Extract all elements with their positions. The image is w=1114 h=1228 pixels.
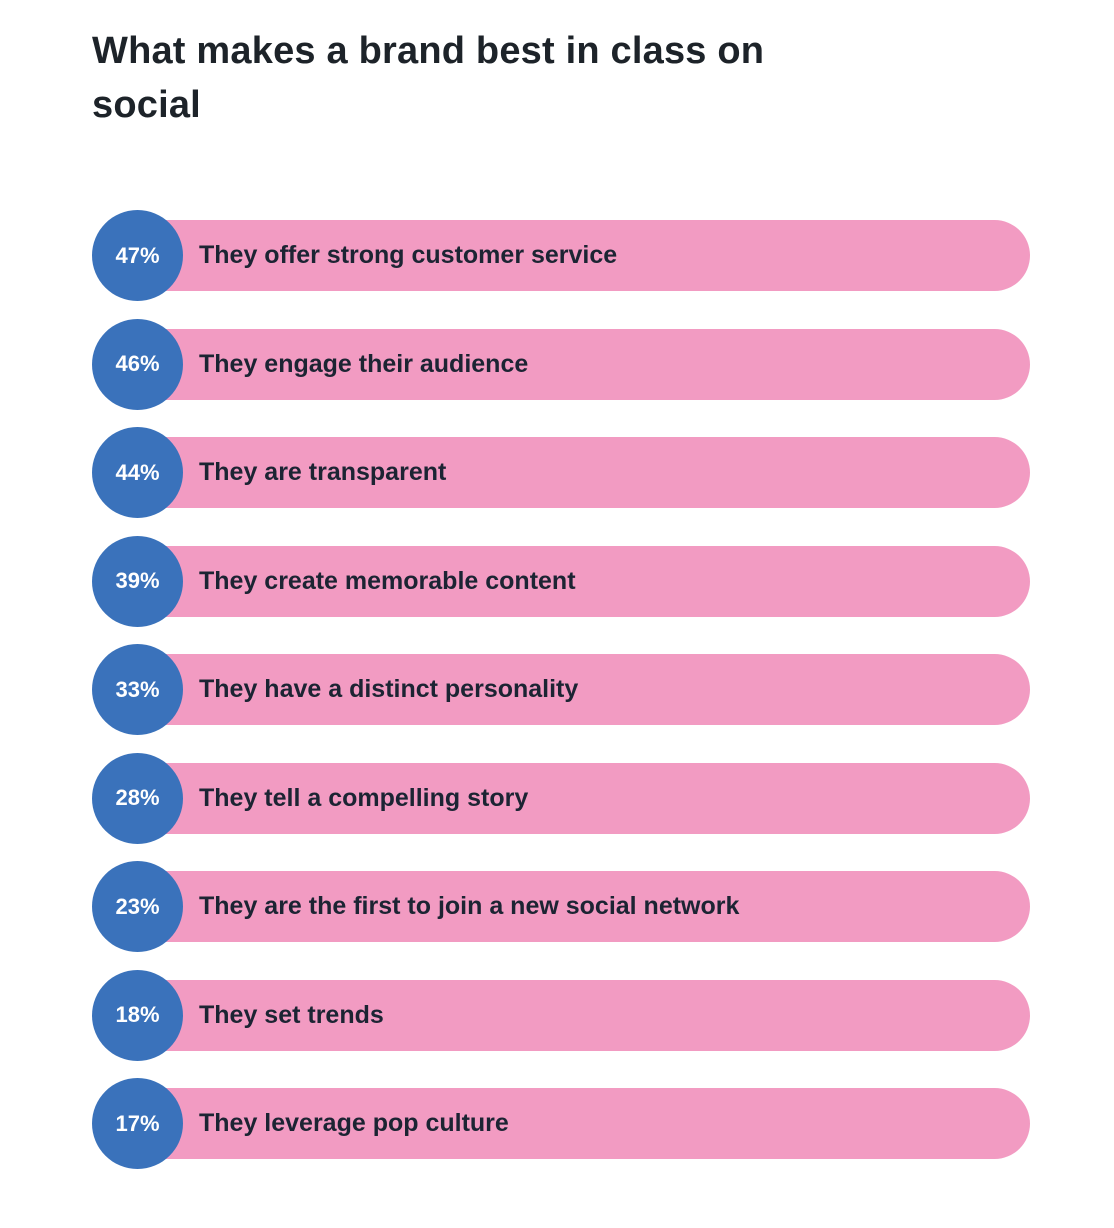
category-label: They are the first to join a new social …	[199, 892, 740, 920]
chart-row: 46% They engage their audience	[92, 318, 1032, 410]
value-badge: 33%	[92, 644, 183, 735]
value-badge: 47%	[92, 210, 183, 301]
category-label: They set trends	[199, 1000, 384, 1029]
chart-row: 28% They tell a compelling story	[92, 752, 1032, 844]
category-label: They tell a compelling story	[199, 783, 529, 812]
bar-pill	[136, 220, 1030, 291]
category-label: They engage their audience	[199, 349, 529, 378]
category-label: They are transparent	[199, 458, 447, 486]
chart-row: 33% They have a distinct personality	[92, 644, 1032, 735]
bar-pill	[136, 979, 1030, 1051]
bar-pill	[136, 1088, 1030, 1159]
value-badge: 46%	[92, 318, 183, 410]
bar-pill	[136, 762, 1030, 834]
chart-rows: 47% They offer strong customer service 46%…	[92, 210, 1032, 1187]
bar-pill	[136, 545, 1030, 617]
chart-row: 47% They offer strong customer service	[92, 210, 1032, 301]
category-label: They create memorable content	[199, 566, 576, 595]
chart-row: 44% They are transparent	[92, 427, 1032, 518]
value-badge: 28%	[92, 752, 183, 844]
value-badge: 18%	[92, 969, 183, 1061]
chart-row: 23% They are the first to join a new soci…	[92, 861, 1032, 952]
chart-row: 18% They set trends	[92, 969, 1032, 1061]
chart-row: 17% They leverage pop culture	[92, 1078, 1032, 1169]
category-label: They offer strong customer service	[199, 241, 618, 269]
value-badge: 23%	[92, 861, 183, 952]
value-badge: 39%	[92, 535, 183, 627]
bar-pill	[136, 654, 1030, 725]
bar-pill	[136, 437, 1030, 508]
bar-pill	[136, 871, 1030, 942]
bar-pill	[136, 328, 1030, 400]
category-label: They leverage pop culture	[199, 1109, 509, 1137]
value-badge: 44%	[92, 427, 183, 518]
chart-row: 39% They create memorable content	[92, 535, 1032, 627]
value-badge: 17%	[92, 1078, 183, 1169]
category-label: They have a distinct personality	[199, 675, 579, 703]
chart-title: What makes a brand best in class on soci…	[92, 30, 765, 126]
